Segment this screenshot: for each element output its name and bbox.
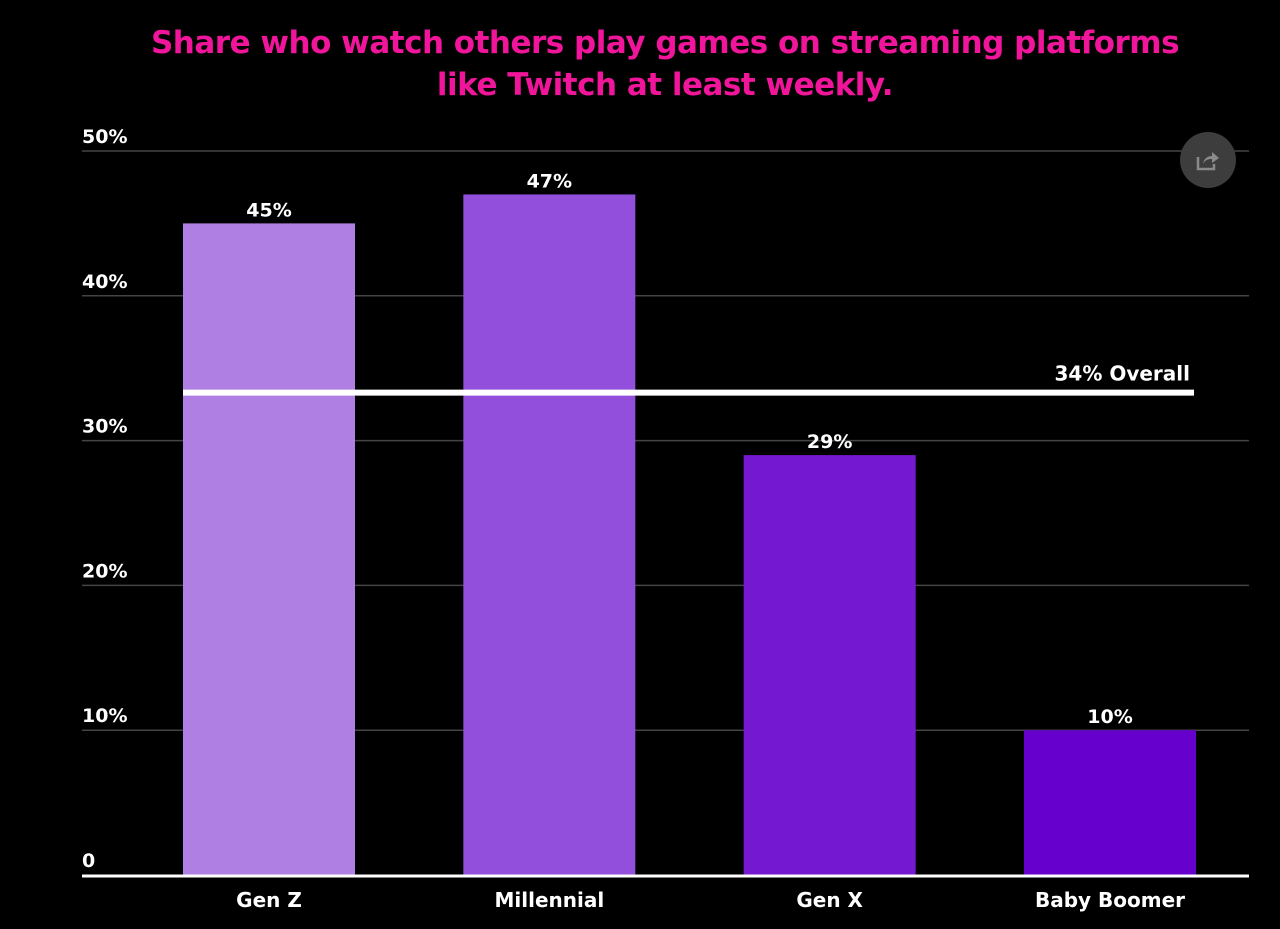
data-label: 47% bbox=[527, 170, 572, 192]
overall-reference-label: 34% Overall bbox=[1054, 362, 1190, 386]
x-tick-label: Gen X bbox=[796, 888, 863, 912]
y-tick-label: 30% bbox=[82, 416, 127, 438]
chart-title-line-2: like Twitch at least weekly. bbox=[436, 67, 894, 103]
bar-gen-z bbox=[183, 223, 355, 875]
bar-baby-boomer bbox=[1024, 730, 1196, 875]
data-label: 29% bbox=[807, 431, 852, 453]
y-tick-label: 40% bbox=[82, 271, 127, 293]
data-label: 45% bbox=[246, 199, 291, 221]
data-label: 10% bbox=[1087, 706, 1132, 728]
x-tick-label: Baby Boomer bbox=[1035, 888, 1185, 912]
bar-gen-x bbox=[743, 455, 916, 875]
bar-millennial bbox=[463, 194, 636, 875]
x-tick-label: Millennial bbox=[494, 888, 604, 912]
chart-title-line-1: Share who watch others play games on str… bbox=[150, 25, 1180, 61]
x-tick-label: Gen Z bbox=[236, 888, 302, 912]
share-icon bbox=[1196, 152, 1219, 171]
y-tick-label: 0 bbox=[82, 850, 95, 872]
chart-title: Share who watch others play games on str… bbox=[0, 22, 1280, 106]
share-button[interactable] bbox=[1180, 132, 1236, 188]
y-tick-label: 20% bbox=[82, 560, 127, 582]
y-tick-label: 10% bbox=[82, 705, 127, 727]
y-tick-label: 50% bbox=[82, 126, 127, 148]
